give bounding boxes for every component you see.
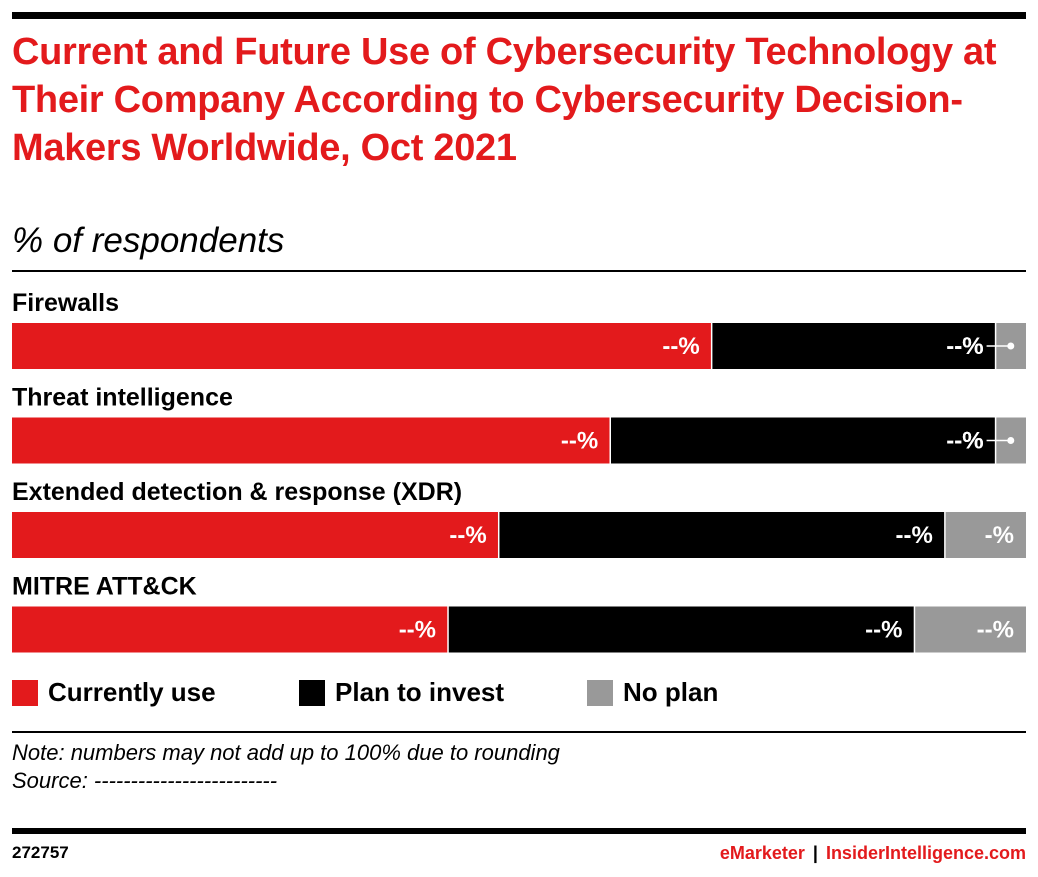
legend-label-plan-to-invest: Plan to invest (335, 677, 505, 707)
bar-currently-use-mitre-attandck (12, 606, 449, 653)
chart-id: 272757 (12, 843, 69, 862)
bar-currently-use-threat-intelligence (12, 417, 611, 464)
legend-item-plan-to-invest: Plan to invest (299, 677, 504, 708)
legend-divider (12, 731, 1026, 733)
source-note: Source: ------------------------- (12, 768, 278, 793)
chart-subtitle: % of respondents (12, 221, 285, 260)
leader-dot (1007, 342, 1015, 350)
category-label-mitre-attandck: MITRE ATT&CK (12, 573, 197, 601)
bar-no-plan-mitre-attandck (914, 606, 1026, 653)
brand-separator: | (812, 843, 818, 863)
legend-swatch-plan-to-invest (299, 679, 325, 706)
footer-brand: eMarketer | InsiderIntelligence.com (720, 843, 1026, 864)
data-label-no-plan-extended-detection-and-response-xdr: -% (985, 522, 1014, 549)
legend-item-no-plan: No plan (587, 677, 718, 708)
data-label-currently-use-extended-detection-and-response-xdr: --% (449, 522, 486, 549)
legend-item-currently-use: Currently use (12, 677, 216, 708)
legend-swatch-currently-use (12, 679, 38, 706)
legend-label-no-plan: No plan (623, 677, 719, 707)
data-label-currently-use-firewalls: --% (662, 333, 699, 360)
data-label-no-plan-mitre-attandck: --% (977, 617, 1014, 644)
bar-plan-to-invest-extended-detection-and-response-xdr (498, 512, 945, 558)
bar-currently-use-firewalls (12, 323, 712, 369)
category-label-firewalls: Firewalls (12, 289, 119, 317)
footnotes: Note: numbers may not add up to 100% due… (12, 739, 560, 795)
data-label-currently-use-mitre-attandck: --% (399, 617, 436, 644)
data-label-currently-use-threat-intelligence: --% (561, 428, 598, 455)
brand-emarketer[interactable]: eMarketer (719, 843, 805, 863)
bar-no-plan-extended-detection-and-response-xdr (944, 512, 1026, 558)
legend-swatch-no-plan (587, 679, 613, 706)
category-label-extended-detection-and-response-xdr: Extended detection & response (XDR) (12, 478, 462, 506)
top-rule (12, 12, 1026, 19)
legend-label-currently-use: Currently use (48, 677, 216, 707)
bar-plan-to-invest-mitre-attandck (448, 606, 915, 653)
category-label-threat-intelligence: Threat intelligence (12, 384, 233, 412)
brand-insider-intelligence[interactable]: InsiderIntelligence.com (825, 843, 1026, 863)
bar-plan-to-invest-threat-intelligence (610, 417, 996, 464)
data-label-no-plan-threat-intelligence: -% (954, 428, 983, 455)
data-label-plan-to-invest-extended-detection-and-response-xdr: --% (896, 522, 933, 549)
data-label-plan-to-invest-firewalls: --% (946, 333, 983, 360)
rounding-note: Note: numbers may not add up to 100% due… (12, 740, 560, 765)
bottom-rule (12, 828, 1026, 834)
leader-dot (1007, 437, 1015, 444)
bar-plan-to-invest-firewalls (711, 323, 996, 369)
data-label-plan-to-invest-threat-intelligence: --% (946, 428, 983, 455)
chart-title: Current and Future Use of Cybersecurity … (12, 31, 997, 169)
data-label-no-plan-firewalls: -% (954, 333, 983, 360)
data-label-plan-to-invest-mitre-attandck: --% (865, 617, 902, 644)
bar-currently-use-extended-detection-and-response-xdr (12, 512, 499, 558)
header-divider (12, 270, 1026, 272)
